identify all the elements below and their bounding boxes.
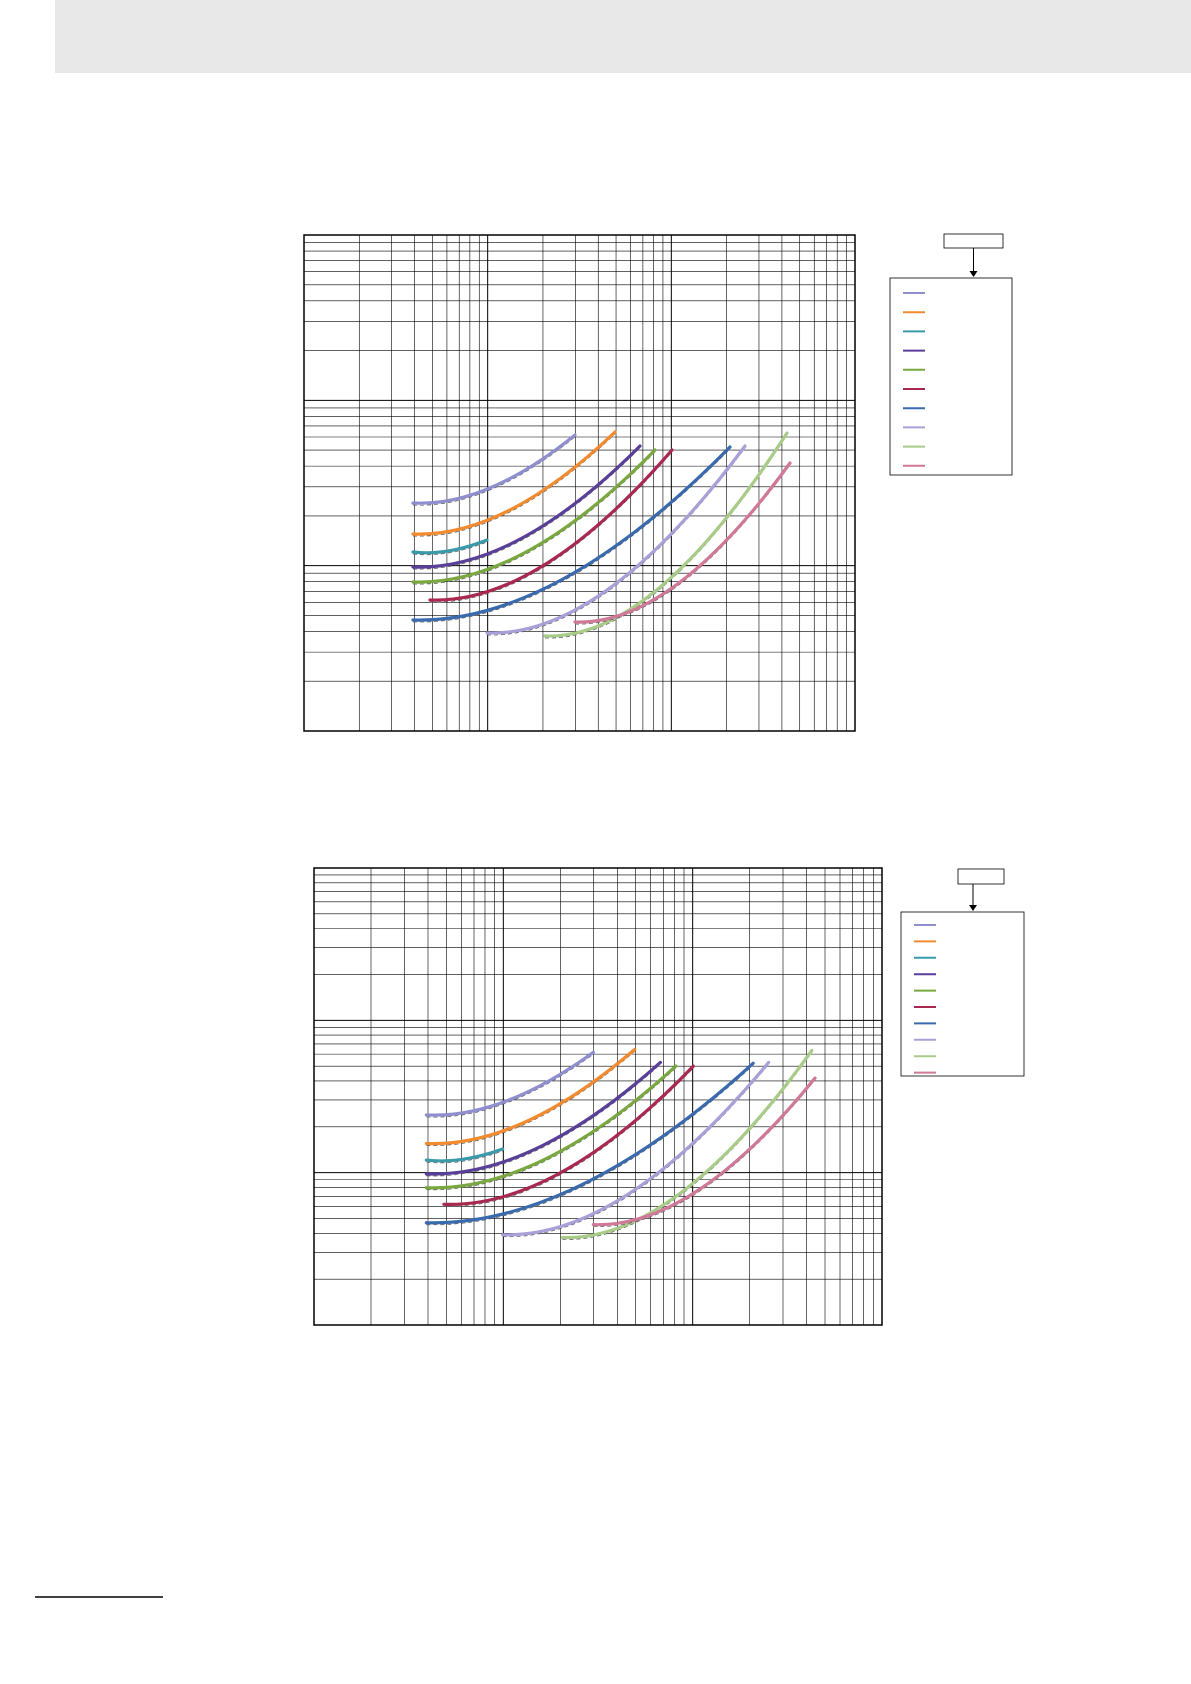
curve	[442, 1064, 695, 1206]
curve	[543, 431, 789, 638]
curve	[412, 541, 488, 556]
plot-frame	[313, 867, 883, 1326]
legend-arrowhead	[969, 271, 978, 277]
curve	[424, 1060, 662, 1176]
curve	[593, 1079, 816, 1227]
curve	[501, 1060, 771, 1237]
log-chart	[313, 867, 1025, 1326]
curve	[426, 1064, 661, 1177]
plot-frame	[303, 234, 856, 732]
curve	[591, 1076, 817, 1227]
legend-box	[889, 277, 1013, 476]
curve	[424, 1047, 637, 1146]
curve	[424, 1050, 595, 1117]
curve	[426, 1065, 754, 1226]
curve	[412, 447, 641, 570]
curve	[426, 1051, 635, 1146]
curve	[411, 448, 657, 584]
curve	[412, 436, 576, 506]
log-chart	[303, 233, 1013, 732]
curve	[424, 1064, 678, 1190]
curve	[412, 448, 731, 623]
curve	[429, 451, 673, 603]
legend-arrowhead	[969, 905, 977, 911]
curve	[412, 433, 616, 537]
curve	[411, 444, 642, 569]
curve	[424, 1061, 755, 1225]
curve	[411, 430, 617, 536]
curve	[424, 1147, 505, 1163]
curve	[412, 451, 656, 585]
curve	[411, 433, 577, 505]
curve	[411, 538, 489, 555]
legend-box	[900, 911, 1025, 1077]
curve	[426, 1150, 503, 1164]
curve	[426, 1053, 594, 1118]
curve	[574, 464, 791, 625]
curve	[428, 448, 674, 602]
curve	[411, 445, 732, 622]
curve	[485, 444, 747, 635]
curve	[560, 1048, 814, 1240]
curve	[573, 461, 792, 624]
curve	[443, 1067, 694, 1207]
header-bar	[55, 0, 1191, 73]
curve	[426, 1067, 677, 1191]
legend-tag	[957, 868, 1005, 885]
curve	[486, 447, 746, 636]
legend-tag	[943, 233, 1004, 249]
charts	[303, 233, 1025, 1326]
